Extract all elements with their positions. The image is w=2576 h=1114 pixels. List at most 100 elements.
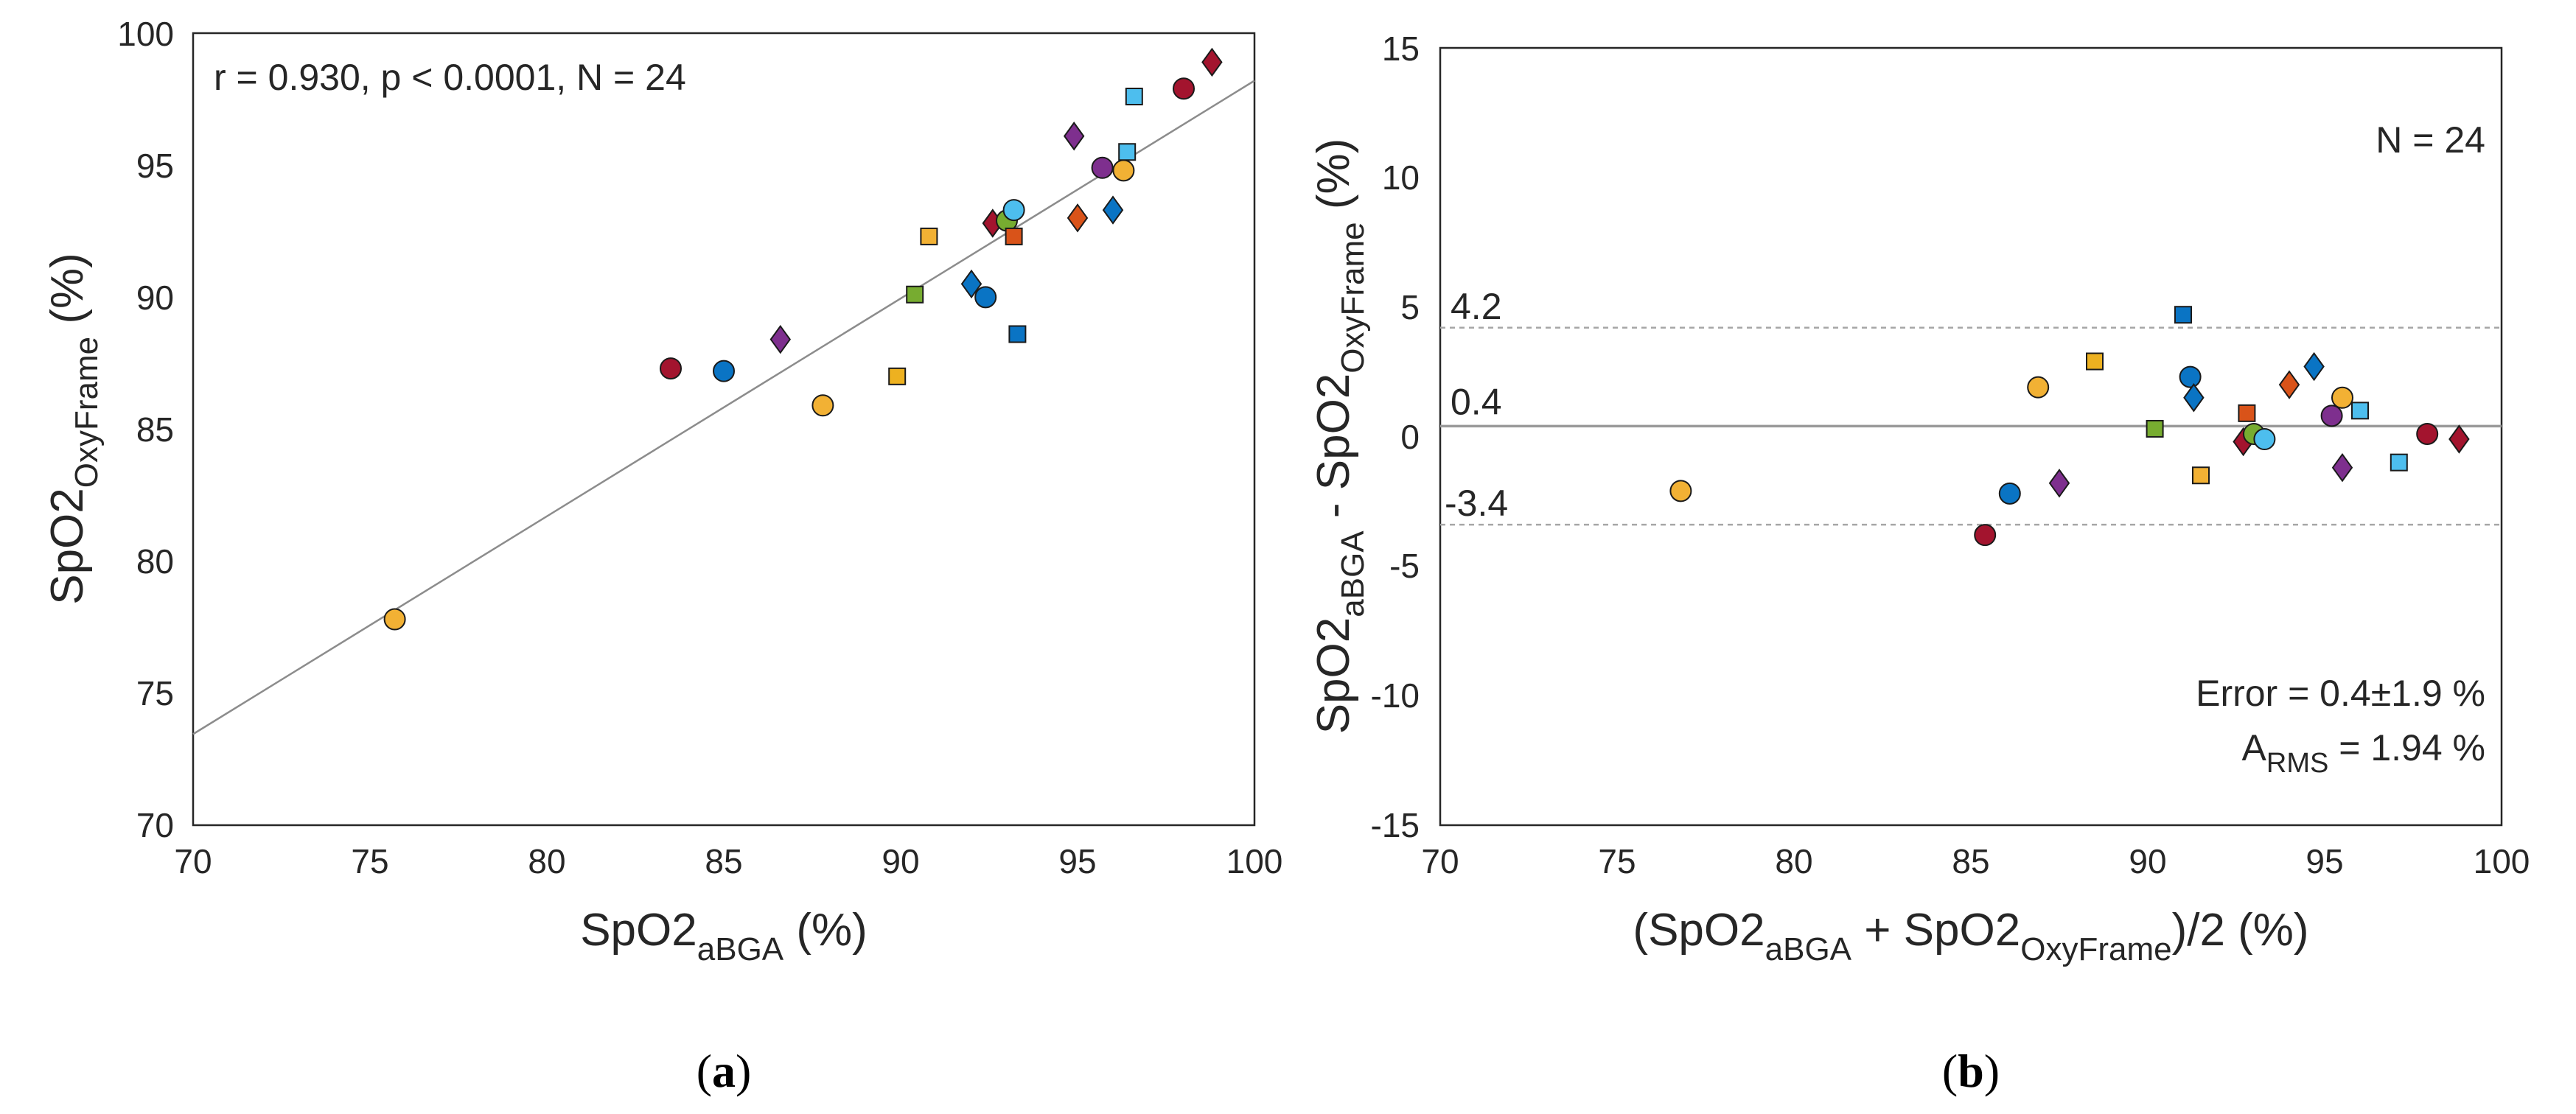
panel-a-x-axis-title: SpO2aBGA (%) (580, 905, 868, 967)
panel-b-x-tick-label: 75 (1598, 842, 1636, 880)
panel-b-y-axis-title: SpO2aBGA - SpO2OxyFrame (%) (1308, 139, 1371, 735)
panel-b-y-tick-label: 15 (1382, 29, 1420, 68)
panel-b-point-circle-yellow (2027, 376, 2050, 399)
panel-b-point-square-lightblue (2351, 402, 2369, 420)
panel-b-x-title-pre: (SpO2 (1633, 905, 1765, 956)
panel-a-y-tick-label: 90 (136, 278, 174, 317)
panel-a-point-diamond-orange (1067, 203, 1089, 233)
panel-b-point-circle-purple (2320, 404, 2343, 427)
panel-a-point-square-yellow (920, 227, 938, 245)
panel-b-point-diamond-purple (2048, 469, 2070, 498)
panel-b-point-circle-blue (2179, 365, 2202, 388)
panel-b-y-tick-label: -15 (1371, 806, 1420, 844)
panel-b-y-tick-label: 5 (1400, 288, 1420, 326)
panel-b-arms-tail: = 1.94 % (2328, 727, 2485, 768)
panel-a-point-circle-lightblue (1002, 199, 1025, 222)
panel-b-arms-sub: RMS (2266, 748, 2328, 779)
panel-a-y-tick-label: 100 (117, 15, 174, 53)
panel-a-x-tick-label: 95 (1058, 842, 1096, 880)
panel-b-arms-main: A (2242, 727, 2267, 768)
panel-a-x-tick-label: 85 (705, 842, 742, 880)
panel-b-y-tick-label: -5 (1389, 547, 1420, 585)
panel-a-stats-annotation: r = 0.930, p < 0.0001, N = 24 (214, 57, 686, 98)
panel-a-x-tick-label: 70 (174, 842, 212, 880)
panel-a-point-square-lightblue (1118, 143, 1137, 161)
panel-a-point-diamond-red (1201, 47, 1223, 77)
panel-b-y-title-mid: - SpO2 (1308, 374, 1359, 531)
panel-a-point-square-blue (1008, 325, 1027, 343)
panel-b-x-tick-label: 95 (2306, 842, 2343, 880)
panel-a-x-tick-label: 90 (882, 842, 919, 880)
panel-b-error-annotation: Error = 0.4±1.9 % (2196, 673, 2485, 714)
panel-b-point-diamond-purple (2331, 452, 2353, 483)
panel-b-point-square-yellow (2192, 466, 2210, 485)
panel-a-x-title-tail: (%) (783, 905, 868, 956)
panel-b-mean-bias-label: 0.4 (1451, 381, 1502, 422)
panel-b-y-tick-labels: -15 -10 -5 0 5 10 15 (1371, 29, 1420, 844)
panel-b-x-tick-label: 85 (1952, 842, 1989, 880)
panel-b-point-square-lightblue (2390, 453, 2408, 472)
panel-b-y-title-sub2: OxyFrame (1335, 222, 1371, 373)
panel-a-y-tick-label: 95 (136, 147, 174, 185)
panel-a-data-points (383, 47, 1223, 631)
panel-b-x-tick-label: 80 (1775, 842, 1812, 880)
panel-a-y-axis-title: SpO2OxyFrame (%) (42, 253, 105, 605)
panel-a-correlation-plot: 70 75 80 85 90 95 100 70 75 80 85 90 95 … (42, 15, 1282, 1097)
panel-b-y-title-main1: SpO2 (1308, 617, 1359, 735)
panel-b-n-annotation: N = 24 (2376, 119, 2485, 161)
panel-b-x-tick-labels: 70 75 80 85 90 95 100 (1421, 842, 2530, 880)
panel-a-point-square-orange (1005, 227, 1023, 245)
panel-b-arms-annotation: ARMS = 1.94 % (2242, 727, 2485, 779)
panel-a-point-square-lightblue (1125, 88, 1143, 105)
panel-a-x-title-sub: aBGA (697, 931, 784, 967)
panel-b-point-circle-red (2416, 422, 2439, 445)
panel-a-point-circle-blue (713, 360, 735, 382)
panel-a-point-circle-purple (1091, 156, 1114, 179)
panel-b-label-letter: b (1958, 1045, 1984, 1097)
panel-a-point-diamond-purple (1063, 122, 1085, 151)
panel-a-y-tick-labels: 70 75 80 85 90 95 100 (117, 15, 174, 844)
panel-b-point-square-green (2146, 419, 2164, 438)
panel-a-y-tick-label: 80 (136, 542, 174, 581)
panel-b-y-tick-label: -10 (1371, 676, 1420, 715)
panel-a-regression-line (192, 80, 1255, 735)
panel-a-x-tick-labels: 70 75 80 85 90 95 100 (174, 842, 1282, 880)
panel-b-y-tick-label: 0 (1400, 418, 1420, 456)
panel-b-point-diamond-blue (2183, 383, 2205, 413)
panel-b-plot-area (1439, 46, 2503, 827)
panel-a-y-title-tail: (%) (42, 253, 93, 337)
panel-b-bland-altman-plot: 4.2 0.4 -3.4 70 75 80 85 90 95 100 -15 -… (1308, 29, 2530, 1097)
panel-b-point-circle-yellow (2331, 386, 2353, 409)
panel-b-y-title-tail: (%) (1308, 139, 1359, 223)
panel-a-plot-area (192, 32, 1256, 827)
panel-b-x-title-sub1: aBGA (1765, 931, 1852, 967)
panel-a-point-circle-red (1173, 77, 1195, 100)
panel-b-label: (b) (1942, 1045, 2000, 1097)
panel-a-point-square-green (906, 285, 924, 304)
panel-a-y-title-main: SpO2 (42, 488, 93, 605)
panel-b-point-circle-red (1974, 524, 1997, 547)
panel-a-label: (a) (697, 1045, 752, 1097)
panel-a-y-title-sub: OxyFrame (69, 337, 105, 488)
panel-a-y-tick-label: 70 (136, 806, 174, 844)
panel-a-point-circle-red (660, 357, 682, 380)
panel-b-x-axis-title: (SpO2aBGA + SpO2OxyFrame)/2 (%) (1633, 905, 2308, 967)
panel-a-point-circle-yellow (811, 394, 834, 417)
panel-b-x-title-mid: + SpO2 (1851, 905, 2020, 956)
panel-b-x-title-sub2: OxyFrame (2020, 931, 2171, 967)
panel-b-point-circle-lightblue (2253, 428, 2276, 451)
panel-b-point-square-blue (2174, 306, 2192, 324)
panel-a-x-tick-label: 80 (528, 842, 565, 880)
panel-b-x-tick-label: 100 (2474, 842, 2530, 880)
panel-b-lower-limit-label: -3.4 (1445, 483, 1508, 524)
panel-a-point-diamond-blue (960, 269, 982, 299)
panel-b-point-diamond-red (2448, 424, 2470, 454)
panel-a-x-title-main: SpO2 (580, 905, 697, 956)
panel-b-x-tick-label: 70 (1421, 842, 1459, 880)
panel-a-y-tick-label: 75 (136, 674, 174, 712)
panel-b-point-circle-blue (1998, 482, 2021, 505)
panel-a-y-tick-label: 85 (136, 410, 174, 449)
panel-b-point-diamond-blue (2303, 351, 2325, 382)
panel-a-point-circle-blue (974, 286, 997, 309)
